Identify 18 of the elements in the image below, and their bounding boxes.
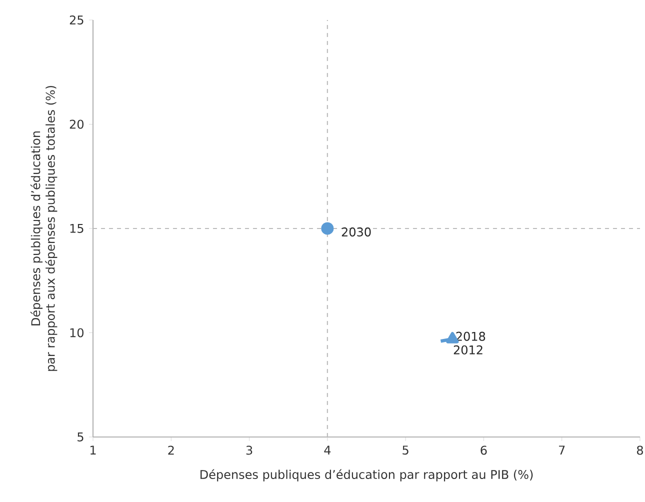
x-tick-label: 3 bbox=[246, 446, 252, 455]
annotation: 2012 bbox=[454, 345, 482, 354]
y-tick-label: 20 bbox=[70, 120, 84, 129]
annotation: 2030 bbox=[342, 227, 371, 236]
x-tick-label: 8 bbox=[636, 446, 643, 455]
x-tick-label: 1 bbox=[90, 446, 96, 454]
x-tick-label: 2 bbox=[168, 446, 174, 455]
x-axis-title: Dépenses publiques d’éducation par rapport au PIB (%) bbox=[200, 469, 533, 482]
y-axis-title: Dépenses publiques d’éducation par rapport aux dépenses publiques totales (%) bbox=[30, 86, 58, 371]
annotation: 2018 bbox=[456, 332, 486, 341]
x-tick-label: 7 bbox=[559, 446, 565, 454]
y-tick-label: 25 bbox=[70, 15, 84, 25]
x-tick-label: 5 bbox=[402, 446, 408, 455]
y-tick-label: 5 bbox=[78, 432, 84, 442]
y-tick-label: 15 bbox=[70, 224, 84, 233]
x-tick-label: 4 bbox=[324, 446, 331, 454]
x-tick-label: 6 bbox=[480, 446, 487, 455]
y-tick-label: 10 bbox=[70, 328, 84, 338]
